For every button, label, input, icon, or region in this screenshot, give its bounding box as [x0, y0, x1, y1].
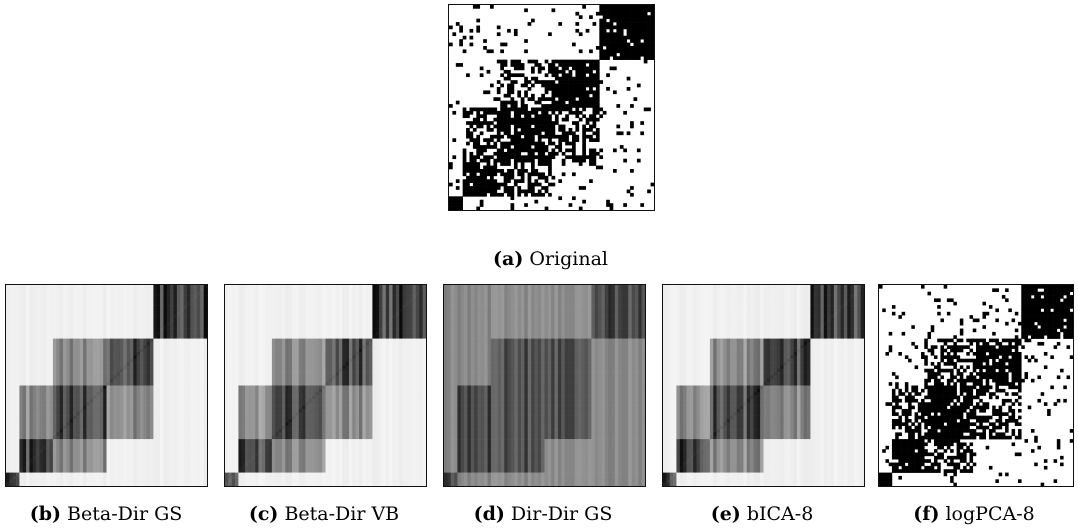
caption-logpca-8: (f) logPCA-8: [870, 503, 1078, 525]
caption-text: Dir-Dir GS: [510, 503, 613, 525]
caption-label: (c): [248, 503, 279, 525]
caption-label: (a): [493, 248, 524, 270]
matrix-original: [448, 4, 655, 211]
caption-label: (e): [710, 503, 741, 525]
matrix-beta-dir-gs: [5, 284, 208, 487]
caption-label: (b): [29, 503, 61, 525]
caption-text: Beta-Dir VB: [284, 503, 400, 525]
caption-label: (f): [913, 503, 940, 525]
caption-text: bICA-8: [746, 503, 814, 525]
caption-dir-dir-gs: (d) Dir-Dir GS: [437, 503, 649, 525]
caption-beta-dir-gs: (b) Beta-Dir GS: [0, 503, 212, 525]
caption-bica-8: (e) bICA-8: [656, 503, 868, 525]
caption-text: Original: [529, 248, 608, 270]
caption-beta-dir-vb: (c) Beta-Dir VB: [218, 503, 430, 525]
caption-text: Beta-Dir GS: [67, 503, 183, 525]
caption-text: logPCA-8: [945, 503, 1035, 525]
matrix-dir-dir-gs: [443, 284, 646, 487]
matrix-bica-8: [662, 284, 865, 487]
caption-original: (a) Original: [448, 248, 653, 270]
caption-label: (d): [473, 503, 505, 525]
matrix-beta-dir-vb: [224, 284, 427, 487]
matrix-logpca-8: [878, 284, 1074, 487]
